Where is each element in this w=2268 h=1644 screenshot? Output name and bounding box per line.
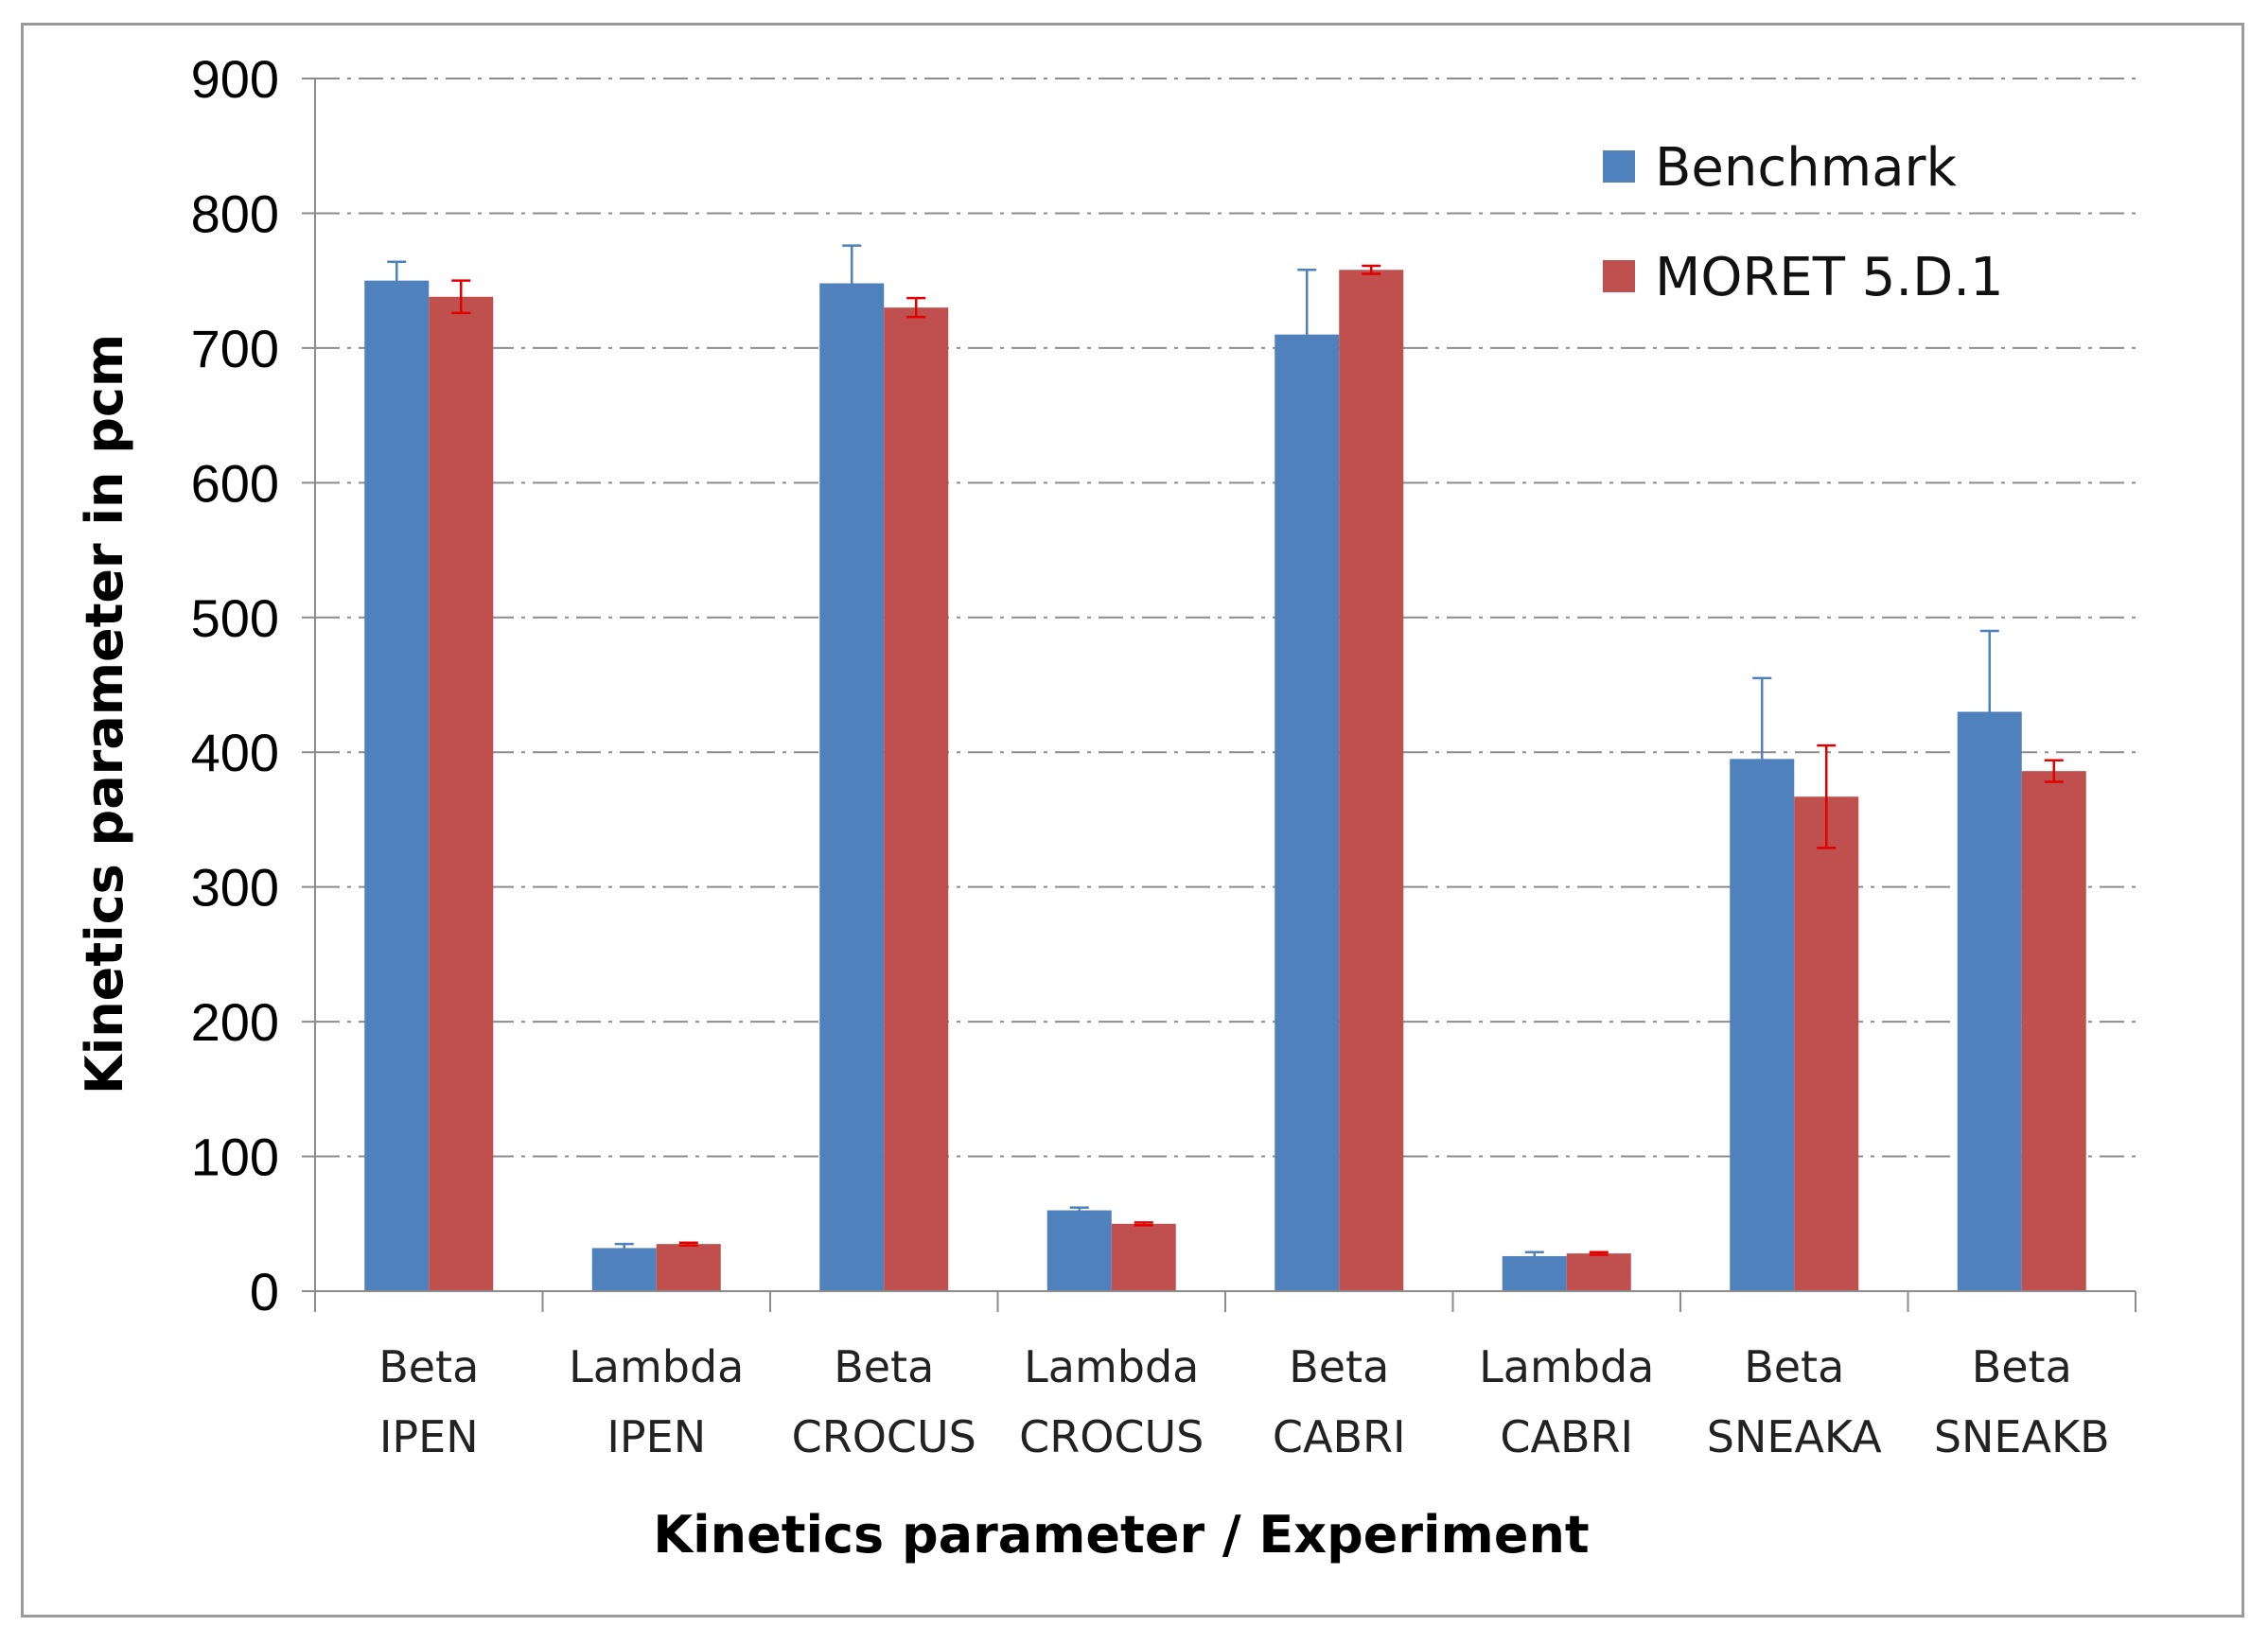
legend-swatch-moret bbox=[1603, 260, 1635, 292]
error-bar bbox=[1069, 1206, 1089, 1215]
bar-moret bbox=[656, 1244, 721, 1291]
bar-benchmark bbox=[1275, 334, 1340, 1292]
legend-label-moret: MORET 5.D.1 bbox=[1655, 247, 2004, 308]
bar-benchmark bbox=[364, 280, 430, 1292]
gridlines bbox=[315, 78, 2136, 1158]
y-tick-label: 800 bbox=[191, 184, 279, 243]
y-tick-label: 400 bbox=[191, 723, 279, 782]
bar-moret bbox=[1794, 796, 1859, 1291]
bar-benchmark bbox=[1502, 1255, 1567, 1291]
bar-benchmark bbox=[591, 1248, 657, 1291]
error-bar bbox=[678, 1241, 698, 1247]
x-category-labels: Beta IPEN Lambda IPEN Beta CROCUS Lambda CROCUS… bbox=[378, 1341, 2109, 1462]
legend-swatch-benchmark bbox=[1603, 150, 1635, 183]
error-bar bbox=[1134, 1221, 1153, 1227]
y-tick-label: 0 bbox=[250, 1262, 279, 1321]
bar-moret bbox=[2021, 771, 2086, 1291]
axes bbox=[302, 78, 2136, 1312]
error-bar bbox=[1362, 264, 1381, 275]
x-category-label: Beta bbox=[1289, 1341, 1389, 1392]
chart-frame: 0 100 200 300 400 500 600 700 800 900 Beta IPEN Lam… bbox=[21, 23, 2244, 1618]
x-category-label: CROCUS bbox=[1019, 1411, 1204, 1462]
error-bar bbox=[2044, 759, 2064, 783]
error-bar bbox=[1817, 743, 1837, 849]
bar-benchmark bbox=[819, 283, 885, 1291]
error-bar bbox=[387, 260, 407, 301]
error-bar bbox=[451, 279, 471, 315]
x-category-label: SNEAKB bbox=[1934, 1411, 2110, 1462]
x-category-label: Lambda bbox=[569, 1341, 744, 1392]
bars bbox=[364, 270, 2086, 1292]
y-tick-label: 600 bbox=[191, 453, 279, 513]
y-tick-label: 300 bbox=[191, 858, 279, 918]
error-bar bbox=[1589, 1250, 1609, 1256]
x-category-label: Lambda bbox=[1024, 1341, 1199, 1392]
x-category-label: CABRI bbox=[1273, 1411, 1406, 1462]
x-category-label: Beta bbox=[834, 1341, 934, 1392]
x-category-label: SNEAKA bbox=[1707, 1411, 1882, 1462]
y-tick-label: 100 bbox=[191, 1128, 279, 1187]
y-tick-label: 500 bbox=[191, 588, 279, 648]
x-category-label: Beta bbox=[1972, 1341, 2072, 1392]
bar-moret bbox=[1339, 270, 1404, 1291]
error-bar bbox=[906, 296, 926, 319]
bar-moret bbox=[884, 307, 949, 1292]
bar-moret bbox=[1111, 1223, 1176, 1291]
legend-label-benchmark: Benchmark bbox=[1655, 137, 1958, 199]
error-bar bbox=[1752, 676, 1772, 842]
bar-benchmark bbox=[1730, 759, 1795, 1291]
bar-moret bbox=[1566, 1253, 1631, 1291]
x-category-label: CROCUS bbox=[792, 1411, 976, 1462]
x-category-label: CABRI bbox=[1500, 1411, 1633, 1462]
error-bars bbox=[387, 244, 2064, 1262]
error-bar bbox=[842, 244, 862, 323]
x-axis-title: Kinetics parameter / Experiment bbox=[653, 1505, 1589, 1565]
y-axis-title: Kinetics parameter in pcm bbox=[75, 334, 134, 1094]
error-bar bbox=[1979, 629, 1999, 795]
x-category-label: Beta bbox=[378, 1341, 479, 1392]
x-category-label: IPEN bbox=[607, 1411, 706, 1462]
bar-benchmark bbox=[1957, 711, 2022, 1291]
x-category-label: Beta bbox=[1744, 1341, 1844, 1392]
bar-moret bbox=[429, 296, 494, 1291]
y-tick-label: 900 bbox=[191, 49, 279, 109]
legend: Benchmark MORET 5.D.1 bbox=[1603, 137, 2004, 308]
bar-benchmark bbox=[1046, 1210, 1112, 1291]
x-category-label: IPEN bbox=[379, 1411, 479, 1462]
bar-chart: 0 100 200 300 400 500 600 700 800 900 Beta IPEN Lam… bbox=[75, 49, 2136, 1565]
error-bar bbox=[614, 1242, 634, 1253]
error-bar bbox=[1297, 269, 1317, 401]
y-tick-labels: 0 100 200 300 400 500 600 700 800 900 bbox=[191, 49, 279, 1321]
error-bar bbox=[1524, 1250, 1544, 1262]
y-tick-label: 700 bbox=[191, 319, 279, 378]
x-category-label: Lambda bbox=[1479, 1341, 1654, 1392]
y-tick-label: 200 bbox=[191, 992, 279, 1052]
